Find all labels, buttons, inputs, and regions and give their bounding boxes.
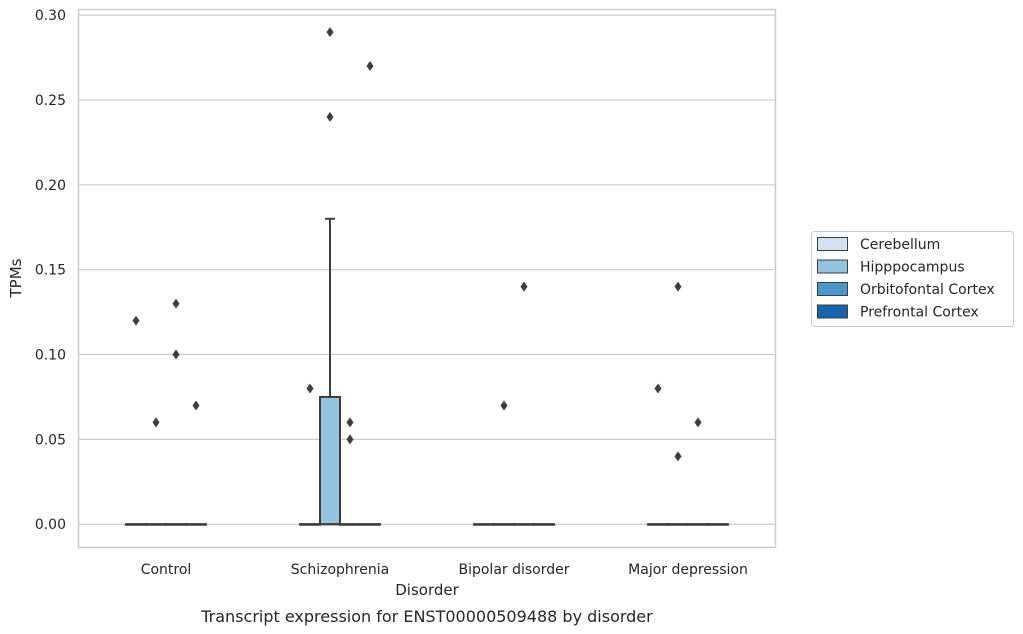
box-rect (319, 395, 341, 526)
x-axis-ticks: Control Schizophrenia Bipolar disorder Majo… (141, 562, 748, 578)
legend-label: Prefrontal Cortex (860, 305, 979, 321)
y-tick-label: 0.25 (35, 93, 66, 109)
outlier-point (520, 281, 528, 292)
outlier-point (132, 315, 140, 326)
y-tick-label: 0.15 (35, 263, 66, 279)
legend-swatch (817, 304, 848, 319)
x-tick-label: Control (141, 562, 192, 578)
outlier-point (326, 111, 334, 122)
y-axis-label: TPMs (7, 258, 25, 298)
y-axis-ticks: 0.00 0.05 0.10 0.15 0.20 0.25 0.30 (35, 8, 66, 533)
y-tick-label: 0.05 (35, 432, 66, 448)
outlier-point (306, 383, 314, 394)
x-axis-label: Disorder (395, 581, 459, 599)
outlier-point (152, 417, 160, 428)
chart-title: Transcript expression for ENST0000050948… (200, 607, 653, 626)
outlier-point (366, 61, 374, 72)
x-tick-label: Major depression (628, 562, 748, 578)
y-tick-label: 0.10 (35, 348, 66, 364)
legend-swatch (817, 237, 848, 251)
plot-frame (77, 8, 777, 549)
legend-label: Hipppocampus (860, 260, 965, 276)
outlier-point (674, 281, 682, 292)
legend-label: Orbitofontal Cortex (860, 282, 995, 298)
legend-frame (811, 231, 1014, 327)
legend-swatch (817, 282, 848, 296)
outlier-point (192, 400, 200, 411)
outlier-point (654, 383, 662, 394)
x-tick-label: Schizophrenia (291, 562, 389, 578)
x-tick-label: Bipolar disorder (458, 562, 569, 578)
y-tick-label: 0.00 (35, 517, 66, 533)
outlier-point (694, 417, 702, 428)
outlier-point (346, 434, 354, 445)
legend-swatch (817, 259, 848, 274)
outlier-point (172, 298, 180, 309)
y-tick-label: 0.30 (35, 8, 66, 24)
outlier-point (674, 451, 682, 462)
y-tick-label: 0.20 (35, 178, 66, 194)
outlier-point (346, 417, 354, 428)
legend: Cerebellum Hipppocampus Orbitofontal Corte… (811, 231, 1014, 327)
outlier-point (172, 349, 180, 360)
box-marks (125, 27, 729, 526)
legend-label: Cerebellum (860, 237, 940, 253)
outlier-point (500, 400, 508, 411)
outlier-point (326, 27, 334, 38)
